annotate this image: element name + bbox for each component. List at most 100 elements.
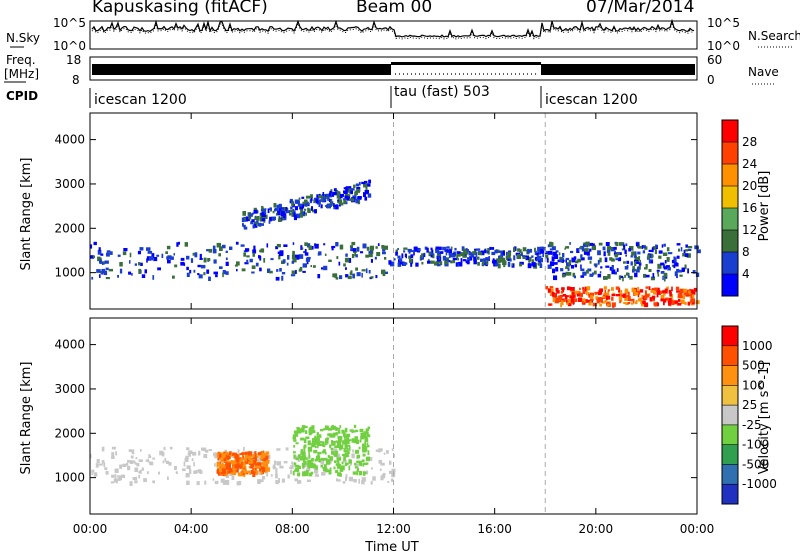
echo-cell (303, 211, 306, 214)
echo-cell (494, 263, 499, 266)
echo-cell (651, 247, 654, 253)
echo-cell (572, 301, 575, 305)
echo-cell (192, 451, 197, 456)
echo-cell (552, 297, 555, 302)
echo-cell (500, 253, 504, 258)
echo-cell (355, 254, 358, 258)
echo-cell (567, 286, 571, 291)
echo-cell (114, 473, 117, 479)
freq-bar-1 (92, 64, 391, 75)
echo-cell (476, 248, 481, 251)
echo-cell (234, 264, 238, 267)
x-tick-label: 16:00 (477, 522, 512, 536)
colorbar-tick-label: 1000 (742, 339, 773, 353)
echo-cell (632, 269, 635, 273)
echo-cell (551, 291, 555, 297)
echo-cell (255, 470, 257, 474)
echo-cell (241, 457, 244, 462)
echo-cell (363, 192, 366, 197)
echo-cell (349, 271, 353, 276)
echo-cell (292, 470, 295, 476)
echo-cell (236, 269, 238, 272)
echo-cell (308, 245, 312, 250)
echo-cell (203, 453, 208, 459)
echo-cell (165, 460, 170, 464)
echo-cell (251, 451, 255, 455)
echo-cell (656, 269, 660, 272)
echo-cell (565, 271, 569, 276)
echo-cell (312, 209, 315, 213)
echo-cell (640, 299, 643, 304)
axes: 4000 3000 2000 1000 4000 3000 2000 1000 00:00 04:… (54, 113, 714, 536)
echo-cell (349, 429, 354, 432)
echo-cell (344, 439, 348, 444)
echo-cell (308, 428, 313, 434)
echo-cell (257, 222, 262, 227)
echo-cell (113, 478, 117, 483)
echo-cell (422, 253, 425, 257)
echo-cell (261, 223, 264, 226)
echo-cell (436, 263, 441, 267)
echo-cell (186, 255, 190, 260)
echo-cell (334, 450, 339, 454)
echo-cell (301, 212, 304, 215)
echo-cell (634, 255, 637, 260)
echo-cell (261, 452, 266, 458)
echo-cell (276, 461, 282, 466)
echo-cell (582, 243, 586, 248)
echo-cell (669, 292, 672, 297)
echo-cell (348, 446, 351, 451)
echo-cell (660, 262, 665, 266)
echo-cell (391, 468, 396, 472)
echo-cell (226, 460, 231, 464)
echo-cell (128, 271, 131, 275)
echo-cell (633, 253, 637, 258)
echo-cell (420, 255, 422, 260)
echo-cell (345, 477, 347, 481)
echo-cell (219, 452, 224, 455)
echo-cell (267, 268, 271, 273)
echo-cell (367, 450, 370, 455)
echo-cell (321, 472, 326, 476)
echo-cell (618, 287, 621, 293)
echo-cell (242, 468, 247, 473)
echo-cell (629, 298, 634, 302)
echo-cell (603, 292, 608, 298)
echo-cell (364, 434, 367, 437)
velocity-cells (90, 318, 546, 514)
echo-cell (623, 244, 626, 250)
colorbar-swatch (722, 365, 738, 386)
echo-cell (219, 455, 221, 461)
echo-cell (341, 461, 344, 465)
echo-cell (589, 292, 595, 297)
echo-cell (489, 246, 492, 250)
echo-cell (343, 190, 348, 194)
echo-cell (286, 210, 291, 214)
echo-cell (249, 458, 254, 463)
echo-cell (233, 461, 237, 464)
colorbar-swatch (722, 326, 738, 346)
echo-cell (307, 440, 311, 446)
echo-cell (206, 269, 210, 274)
echo-cell (303, 449, 306, 453)
echo-cell (246, 470, 251, 473)
echo-cell (634, 251, 637, 256)
echo-cell (684, 301, 687, 305)
echo-cell (342, 481, 346, 484)
echo-cell (294, 462, 297, 467)
echo-cell (208, 248, 213, 253)
echo-cell (293, 445, 296, 448)
echo-cell (376, 252, 381, 257)
echo-cell (680, 247, 683, 252)
echo-cell (303, 208, 307, 211)
echo-cell (531, 262, 536, 267)
echo-cell (650, 289, 653, 293)
cpid-segment-2: tau (fast) 503 (394, 84, 490, 100)
echo-cell (302, 201, 305, 207)
freq-panel (89, 56, 698, 81)
echo-cell (300, 456, 303, 461)
echo-cell (378, 448, 383, 452)
echo-cell (309, 464, 312, 468)
echo-cell (660, 295, 665, 299)
x-tick-label: 00:00 (680, 522, 715, 536)
